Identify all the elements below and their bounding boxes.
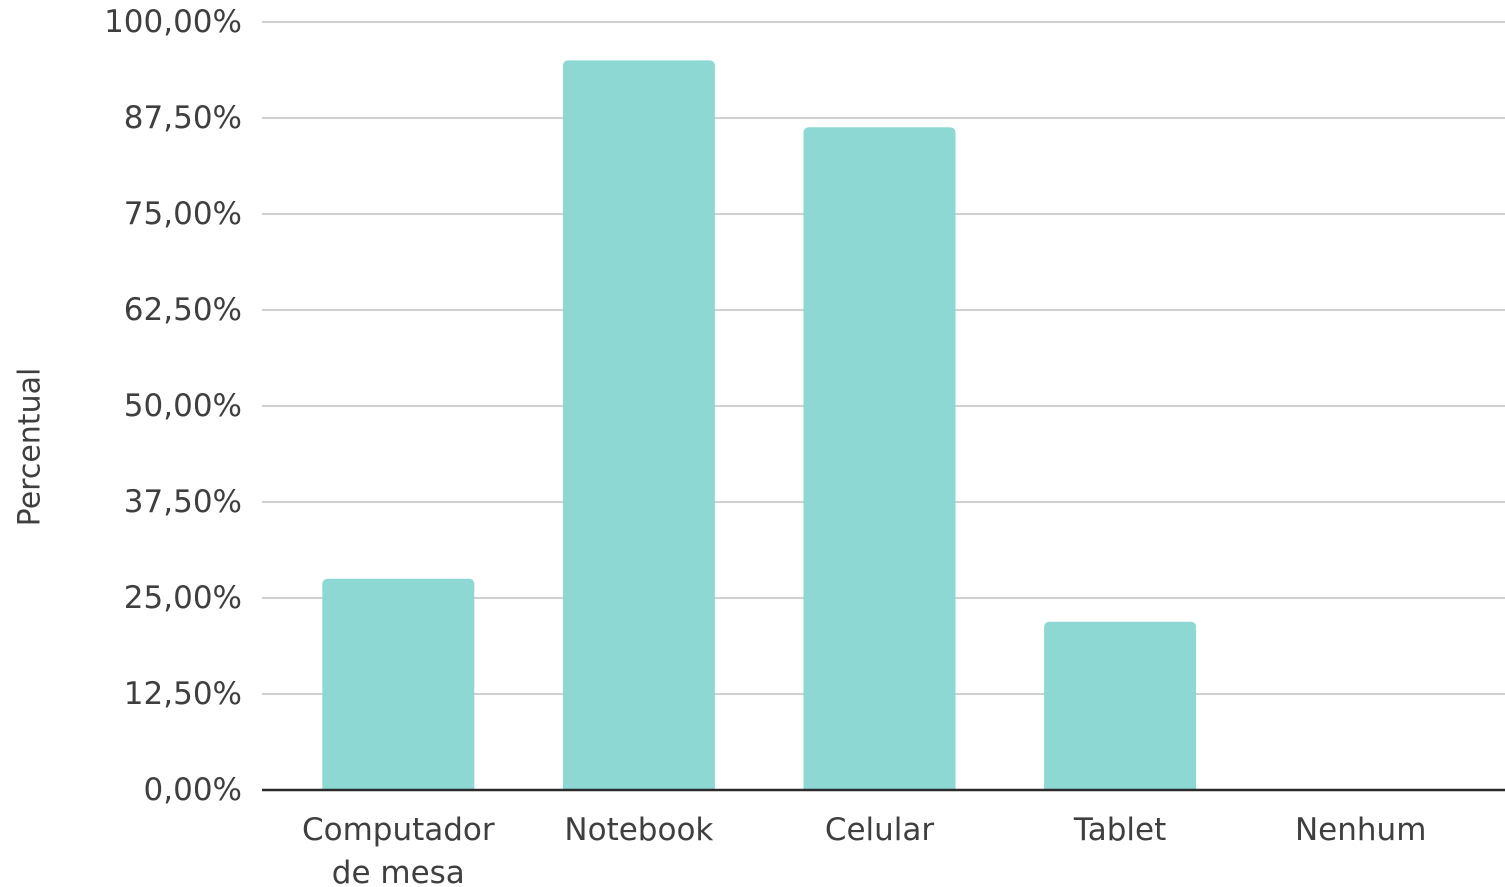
bar — [562, 60, 715, 790]
y-tick-label: 50,00% — [124, 388, 242, 424]
bars — [322, 60, 1197, 790]
y-tick-label: 87,50% — [124, 100, 242, 136]
y-tick-label: 37,50% — [124, 484, 242, 520]
bar — [803, 127, 956, 790]
y-axis-title: Percentual — [13, 368, 48, 527]
x-tick-label: Notebook — [564, 812, 713, 848]
bar — [322, 578, 475, 790]
y-tick-label: 62,50% — [124, 292, 242, 328]
x-tick-label: Computador de mesa — [302, 812, 495, 887]
y-tick-label: 12,50% — [124, 676, 242, 712]
x-tick-label: Tablet — [1073, 812, 1166, 848]
y-tick-label: 75,00% — [124, 196, 242, 232]
y-axis-tick-labels: 0,00% 12,50% 25,00% 37,50% 50,00% 62,50% 75,00… — [104, 4, 242, 808]
y-tick-label: 25,00% — [124, 580, 242, 616]
x-axis-tick-labels: Computador de mesa Notebook Celular Tablet Ne… — [302, 812, 1426, 887]
y-tick-label: 0,00% — [144, 772, 242, 808]
x-tick-label: Celular — [825, 812, 935, 848]
bar — [1044, 621, 1197, 790]
y-tick-label: 100,00% — [104, 4, 242, 40]
x-tick-label: Nenhum — [1295, 812, 1426, 848]
